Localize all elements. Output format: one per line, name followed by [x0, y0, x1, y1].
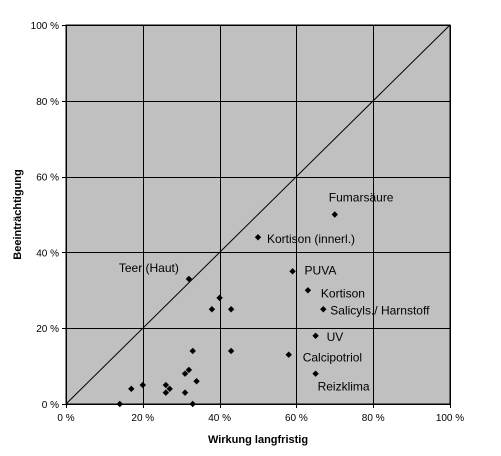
data-point-marker [139, 381, 146, 389]
data-point-marker [320, 306, 327, 313]
y-tick-label: 0 % [42, 400, 59, 411]
data-points [116, 211, 338, 408]
data-point-marker [304, 287, 312, 294]
data-point-marker [227, 347, 235, 355]
data-point-label: Kortison [321, 286, 365, 300]
data-point-marker [166, 385, 173, 393]
diagonal-reference-line [65, 24, 451, 405]
data-point-marker [227, 306, 235, 313]
x-tick-label: 60 % [285, 413, 308, 424]
grid-lines [66, 25, 451, 405]
data-point-marker [128, 385, 135, 393]
data-point-marker [162, 389, 170, 396]
data-point-marker [185, 366, 193, 374]
point-labels: Fumarsäure Kortison (innerl.) PUVA Kortison… [119, 191, 430, 394]
data-point-label: Calcipotriol [303, 351, 362, 365]
y-tick-label: 40 % [36, 248, 59, 259]
y-tick-label: 80 % [36, 97, 59, 108]
data-point-marker [285, 351, 292, 358]
data-point-marker [162, 381, 170, 389]
data-point-marker [193, 378, 200, 385]
data-point-marker [289, 268, 296, 275]
data-point-label: UV [327, 330, 344, 344]
data-point-marker [331, 211, 338, 218]
x-tick-label: 80 % [362, 413, 385, 424]
data-point-marker [216, 294, 223, 302]
data-point-marker [181, 370, 189, 377]
data-point-label: Kortison (innerl.) [267, 232, 355, 246]
x-tick-label: 20 % [131, 413, 154, 424]
data-point-marker [189, 347, 196, 355]
data-point-marker [208, 306, 216, 313]
data-point-marker [312, 332, 319, 339]
y-tick-label: 60 % [36, 173, 59, 184]
data-point-marker [116, 400, 123, 408]
data-point-label: PUVA [305, 263, 337, 277]
x-axis-ticks: 0 % 20 % 40 % 60 % 80 % 100 % [57, 404, 464, 424]
data-point-marker [312, 370, 319, 377]
y-tick-label: 20 % [36, 324, 59, 335]
data-point-marker [185, 275, 193, 283]
y-axis-ticks: 0 % 20 % 40 % 60 % 80 % 100 % [31, 21, 66, 411]
x-axis-title: Wirkung langfristig [208, 434, 308, 446]
x-tick-label: 40 % [208, 413, 231, 424]
data-point-marker [189, 400, 196, 408]
data-point-label: Reizklima [318, 380, 370, 394]
data-point-label: Salicyls./ Harnstoff [330, 303, 430, 317]
x-tick-label: 100 % [436, 413, 464, 424]
x-tick-label: 0 % [57, 413, 74, 424]
data-point-marker [254, 234, 262, 241]
data-point-label: Fumarsäure [329, 191, 394, 205]
data-point-label: Teer (Haut) [119, 261, 179, 275]
data-point-marker [181, 389, 189, 396]
y-tick-label: 100 % [31, 21, 59, 32]
y-axis-title: Beeinträchtigung [12, 169, 24, 259]
